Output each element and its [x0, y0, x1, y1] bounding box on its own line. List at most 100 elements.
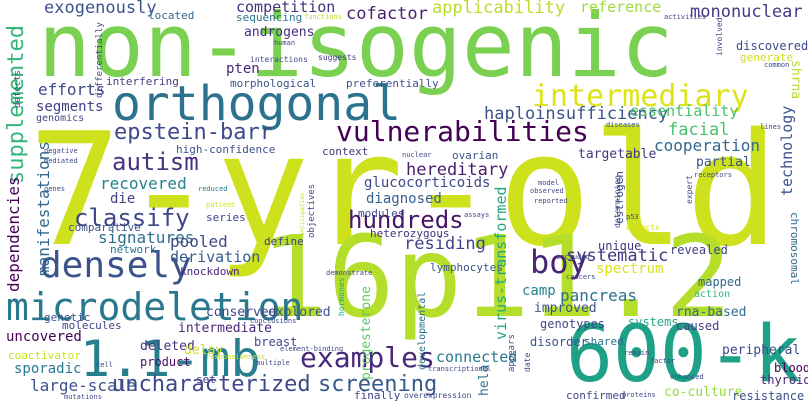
word-model: model — [538, 179, 560, 187]
word-lymphocytes: lymphocytes — [430, 261, 503, 274]
word-suggests: suggests — [318, 53, 357, 62]
word-morphological: morphological — [230, 77, 317, 90]
word-functions: functions — [304, 13, 342, 21]
word-assays: assays — [464, 211, 490, 219]
word-cell: cell — [96, 361, 113, 369]
word-densely: densely — [40, 245, 192, 286]
word-vulnerabilities: vulnerabilities — [336, 115, 589, 148]
word-patient: patient — [206, 201, 236, 209]
word-targetable: targetable — [578, 147, 657, 162]
word-defects: defects — [13, 70, 23, 108]
word-haploinsufficiency: haploinsufficiency — [484, 104, 669, 124]
word-partial: partial — [696, 155, 751, 170]
word-androgens: androgens — [244, 25, 315, 40]
word-preferentially: preferentially — [346, 77, 439, 90]
word-effects: effects — [626, 223, 660, 232]
word-resistance: resistance — [732, 389, 805, 403]
word-comparative: comparative — [68, 221, 141, 234]
word-finally: finally — [354, 389, 401, 402]
word-responsiveness: responsiveness — [206, 353, 266, 361]
word-progesterone: progesterone — [359, 286, 374, 380]
word-disorder: disorder — [530, 335, 588, 349]
word-diseases: diseases — [606, 121, 640, 129]
word-genotypes: genotypes — [540, 317, 606, 331]
word-diagnosed: diagnosed — [366, 191, 442, 207]
word-hormones: hormones — [337, 277, 346, 316]
word-common: common — [764, 61, 790, 69]
word-p53: p53 — [626, 213, 639, 221]
word-glucocorticoids: glucocorticoids — [364, 175, 491, 191]
word-overexpression: overexpression — [404, 391, 472, 400]
word-molecules: molecules — [62, 319, 122, 332]
word-interactions: interactions — [250, 55, 308, 64]
word-epstein-barr: epstein-barr — [114, 120, 273, 145]
word-reported: reported — [534, 197, 568, 205]
word-delay: delay — [184, 343, 224, 358]
word-demonstrate: demonstrate — [326, 269, 373, 277]
word-conserved: conserved — [206, 305, 277, 320]
word-camp: camp — [522, 283, 556, 299]
word-pancreas: pancreas — [560, 286, 638, 305]
word-ovarian: ovarian — [452, 149, 499, 162]
word-revealed: revealed — [670, 243, 728, 257]
word-observed: observed — [530, 187, 564, 195]
word-cooperation: cooperation — [654, 136, 760, 155]
word-autism: autism — [112, 148, 199, 176]
word-transcriptional: transcriptional — [428, 365, 492, 373]
word-1-1-mb: 1.1-mb — [80, 330, 261, 388]
word-remain: remain — [624, 349, 650, 357]
word-mapped: mapped — [698, 275, 742, 289]
word-16p11-2: 16p11.2 — [260, 213, 733, 343]
word-recovered: recovered — [100, 174, 187, 193]
word-determining: determining — [613, 175, 622, 228]
word-modules: modules — [358, 207, 405, 220]
word-multiple: multiple — [256, 359, 290, 367]
word-action: action — [694, 289, 731, 300]
word-orthogonal: orthogonal — [112, 76, 401, 132]
word-receptors: receptors — [694, 171, 732, 179]
word-peripheral: peripheral — [722, 343, 801, 358]
word-shrna: shrna — [788, 60, 803, 100]
word-facial: facial — [668, 120, 730, 140]
word-hundreds: hundreds — [348, 206, 464, 234]
word-heterozygous: heterozygous — [370, 227, 450, 240]
word-interfering: interfering — [106, 75, 179, 88]
word-technology: technology — [778, 105, 796, 196]
word-human: human — [274, 39, 296, 47]
word-screening: screening — [318, 372, 438, 397]
word-derivation: derivation — [170, 248, 261, 266]
word-large-scale: large-scale — [30, 376, 136, 395]
word-located: located — [148, 9, 195, 22]
word-segments: segments — [36, 99, 104, 115]
word-developmental: developmental — [417, 291, 428, 370]
word-unique: unique — [598, 239, 642, 253]
word-7-yr-old: 7-yr-old — [28, 99, 780, 281]
word-factor: factor — [650, 357, 676, 365]
word-600-kb: 600-kb — [566, 310, 808, 400]
word-competition: competition — [236, 0, 336, 16]
word-explored: explored — [268, 305, 331, 320]
word-differentially: differentially — [95, 22, 105, 98]
word-appears: appears — [507, 334, 517, 372]
word-residing: residing — [404, 234, 486, 254]
word-caused: caused — [676, 319, 720, 333]
word-coactivator: coactivator — [8, 349, 81, 362]
word-proteins: proteins — [622, 391, 656, 399]
word-objectives: objectives — [307, 183, 317, 238]
word-element-binding: element-binding — [280, 345, 344, 353]
word-anticipation: anticipation — [299, 192, 306, 236]
word-sequencing: sequencing — [236, 11, 303, 24]
word-conclusions: conclusions — [250, 317, 297, 325]
word-high-confidence: high-confidence — [176, 143, 276, 156]
word-microdeletion: microdeletion — [6, 285, 304, 329]
word-co-culture: co-culture — [664, 385, 743, 400]
word-involved: involved — [715, 17, 724, 56]
word-uncovered: uncovered — [6, 329, 82, 345]
word-intermediary: intermediary — [532, 79, 749, 114]
word-knockdown: knockdown — [180, 265, 240, 278]
word-hereditary: hereditary — [406, 160, 509, 180]
word-intermediate: intermediate — [178, 321, 272, 336]
word-set: set — [196, 373, 216, 386]
word-pooled: pooled — [170, 232, 228, 251]
